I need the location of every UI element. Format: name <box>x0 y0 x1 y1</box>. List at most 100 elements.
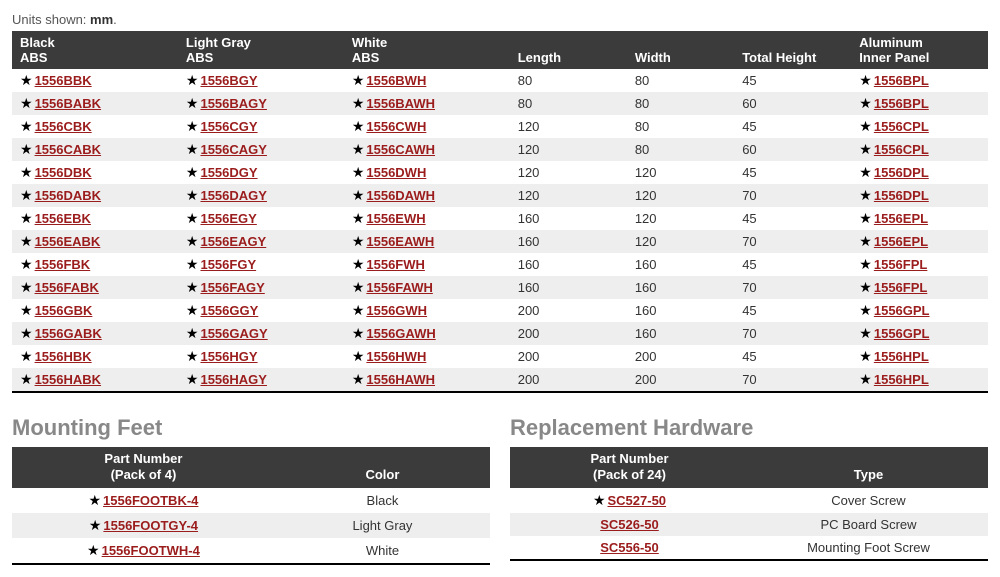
part-number-link[interactable]: 1556DABK <box>35 188 101 203</box>
cell-width: 160 <box>627 322 734 345</box>
cell-width: 200 <box>627 345 734 368</box>
part-number-link[interactable]: 1556HABK <box>35 372 101 387</box>
star-icon: ★ <box>186 256 199 272</box>
part-number-link[interactable]: 1556BGY <box>200 73 257 88</box>
cell-width: 120 <box>627 161 734 184</box>
part-number-link[interactable]: 1556DBK <box>35 165 92 180</box>
part-number-link[interactable]: 1556FABK <box>35 280 99 295</box>
part-number-link[interactable]: 1556EAWH <box>366 234 434 249</box>
part-number-link[interactable]: 1556DAGY <box>200 188 266 203</box>
part-number-link[interactable]: 1556HPL <box>874 372 929 387</box>
units-value: mm <box>90 12 113 27</box>
part-number-link[interactable]: 1556HGY <box>200 349 257 364</box>
part-number-link[interactable]: 1556DAWH <box>366 188 435 203</box>
star-icon: ★ <box>89 517 102 533</box>
star-icon: ★ <box>352 302 365 318</box>
part-number-link[interactable]: 1556HAGY <box>200 372 266 387</box>
part-number-link[interactable]: 1556GGY <box>200 303 258 318</box>
part-number-link[interactable]: 1556DPL <box>874 188 929 203</box>
star-icon: ★ <box>593 492 606 508</box>
part-number-link[interactable]: 1556FWH <box>366 257 425 272</box>
part-number-link[interactable]: 1556EABK <box>35 234 101 249</box>
part-number-link[interactable]: 1556CPL <box>874 119 929 134</box>
star-icon: ★ <box>859 302 872 318</box>
cell-length: 120 <box>510 115 627 138</box>
part-number-link[interactable]: 1556CGY <box>200 119 257 134</box>
star-icon: ★ <box>186 141 199 157</box>
table-row: SC526-50PC Board Screw <box>510 513 988 536</box>
star-icon: ★ <box>20 325 33 341</box>
part-number-link[interactable]: 1556EPL <box>874 211 928 226</box>
part-number-link[interactable]: 1556GABK <box>35 326 102 341</box>
part-number-link[interactable]: 1556CWH <box>366 119 426 134</box>
cell-height: 70 <box>734 368 851 392</box>
part-number-link[interactable]: 1556FBK <box>35 257 91 272</box>
cell-height: 45 <box>734 345 851 368</box>
part-number-link[interactable]: 1556HBK <box>35 349 92 364</box>
part-number-link[interactable]: 1556BBK <box>35 73 92 88</box>
part-number-link[interactable]: 1556GAGY <box>200 326 267 341</box>
part-number-link[interactable]: 1556BABK <box>35 96 101 111</box>
part-number-link[interactable]: 1556BAGY <box>200 96 266 111</box>
cell-length: 200 <box>510 299 627 322</box>
part-number-link[interactable]: 1556CAWH <box>366 142 435 157</box>
part-number-link[interactable]: 1556CABK <box>35 142 101 157</box>
star-icon: ★ <box>859 118 872 134</box>
part-number-link[interactable]: 1556BWH <box>366 73 426 88</box>
star-icon: ★ <box>20 302 33 318</box>
star-icon: ★ <box>20 141 33 157</box>
part-number-link[interactable]: 1556BPL <box>874 96 929 111</box>
part-number-link[interactable]: 1556CPL <box>874 142 929 157</box>
col-part-number: Part Number(Pack of 4) <box>12 447 275 488</box>
table-row: ★1556HABK★1556HAGY★1556HAWH20020070★1556… <box>12 368 988 392</box>
part-number-link[interactable]: SC527-50 <box>608 493 667 508</box>
part-number-link[interactable]: 1556GPL <box>874 303 930 318</box>
col-lightgray-abs: Light GrayABS <box>178 31 344 69</box>
part-number-link[interactable]: 1556EGY <box>200 211 256 226</box>
cell-type: Cover Screw <box>749 488 988 513</box>
part-number-link[interactable]: 1556FOOTBK-4 <box>103 493 198 508</box>
star-icon: ★ <box>352 325 365 341</box>
part-number-link[interactable]: 1556BPL <box>874 73 929 88</box>
part-number-link[interactable]: 1556FOOTGY-4 <box>103 518 198 533</box>
part-number-link[interactable]: 1556CBK <box>35 119 92 134</box>
cell-width: 80 <box>627 69 734 92</box>
part-number-link[interactable]: 1556EAGY <box>200 234 266 249</box>
part-number-link[interactable]: 1556DGY <box>200 165 257 180</box>
cell-length: 80 <box>510 69 627 92</box>
star-icon: ★ <box>186 72 199 88</box>
part-number-link[interactable]: 1556FPL <box>874 257 927 272</box>
part-number-link[interactable]: 1556GAWH <box>366 326 435 341</box>
star-icon: ★ <box>352 95 365 111</box>
table-row: ★1556DBK★1556DGY★1556DWH12012045★1556DPL <box>12 161 988 184</box>
cell-width: 80 <box>627 138 734 161</box>
part-number-link[interactable]: 1556CAGY <box>200 142 266 157</box>
part-number-link[interactable]: 1556EPL <box>874 234 928 249</box>
star-icon: ★ <box>859 233 872 249</box>
cell-color: Light Gray <box>275 513 490 538</box>
star-icon: ★ <box>88 492 101 508</box>
part-number-link[interactable]: 1556FAWH <box>366 280 432 295</box>
part-number-link[interactable]: 1556FPL <box>874 280 927 295</box>
part-number-link[interactable]: 1556FOOTWH-4 <box>102 543 200 558</box>
star-icon: ★ <box>352 118 365 134</box>
part-number-link[interactable]: 1556GBK <box>35 303 93 318</box>
part-number-link[interactable]: 1556FAGY <box>200 280 264 295</box>
part-number-link[interactable]: 1556HAWH <box>366 372 435 387</box>
cell-width: 120 <box>627 184 734 207</box>
part-number-link[interactable]: 1556DWH <box>366 165 426 180</box>
part-number-link[interactable]: 1556EWH <box>366 211 425 226</box>
part-number-link[interactable]: 1556BAWH <box>366 96 435 111</box>
cell-width: 160 <box>627 276 734 299</box>
units-suffix: . <box>113 12 117 27</box>
part-number-link[interactable]: SC526-50 <box>600 517 659 532</box>
part-number-link[interactable]: 1556FGY <box>200 257 256 272</box>
part-number-link[interactable]: 1556DPL <box>874 165 929 180</box>
star-icon: ★ <box>859 256 872 272</box>
part-number-link[interactable]: 1556HPL <box>874 349 929 364</box>
part-number-link[interactable]: 1556GWH <box>366 303 427 318</box>
part-number-link[interactable]: SC556-50 <box>600 540 659 555</box>
part-number-link[interactable]: 1556EBK <box>35 211 91 226</box>
part-number-link[interactable]: 1556HWH <box>366 349 426 364</box>
part-number-link[interactable]: 1556GPL <box>874 326 930 341</box>
